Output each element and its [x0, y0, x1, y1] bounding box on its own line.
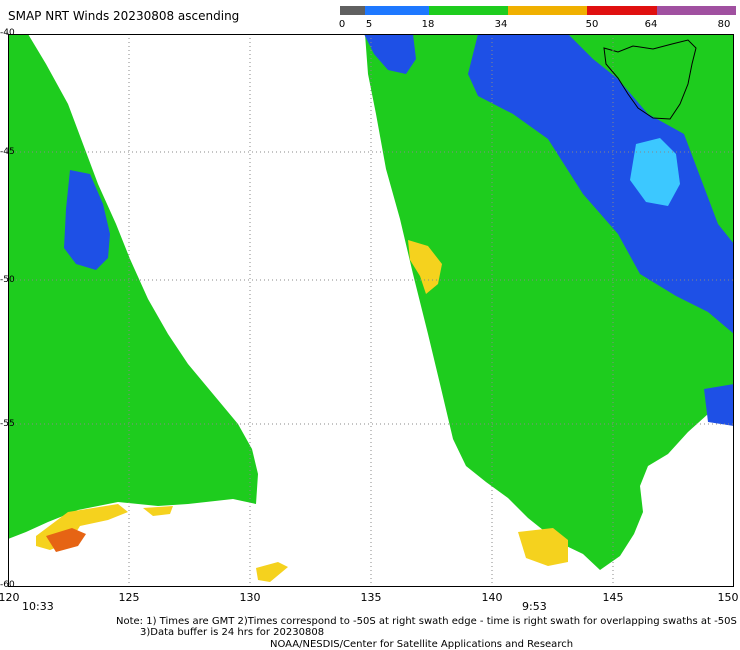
lat-label-40: -40 — [0, 28, 15, 38]
colorbar-segment-5 — [656, 6, 736, 15]
right-swath-gale-wind-2 — [518, 528, 568, 566]
left-swath — [8, 34, 258, 552]
lat-label-55: -55 — [0, 419, 15, 429]
lat-label-50: -50 — [0, 275, 15, 285]
right-swath-moderate-wind-2 — [364, 34, 416, 74]
colorbar-segment-4 — [587, 6, 657, 15]
lon-label-130: 130 — [239, 591, 261, 604]
colorbar-label-18: 18 — [421, 19, 435, 30]
right-swath-light-wind — [630, 138, 680, 206]
right-swath-moderate-wind — [468, 34, 734, 334]
note-line-2: 3)Data buffer is 24 hrs for 20230808 — [140, 627, 325, 638]
colorbar-label-5: 5 — [365, 19, 373, 30]
right-swath-moderate-wind-3 — [704, 384, 734, 426]
right-swath — [364, 34, 734, 570]
wind-map — [8, 34, 734, 587]
lat-label-60: -60 — [0, 580, 15, 590]
left-swath-wind-field — [8, 34, 258, 539]
colorbar-gradient — [340, 6, 736, 15]
map-frame — [8, 34, 734, 587]
lon-label-150: 150 — [717, 591, 739, 604]
lat-label-45: -45 — [0, 147, 15, 157]
wind-speed-colorbar: 0 5 18 34 50 64 80 — [338, 6, 736, 32]
colorbar-label-64: 64 — [644, 19, 658, 30]
colorbar-label-50: 50 — [585, 19, 599, 30]
note-line-1: Note: 1) Times are GMT 2)Times correspon… — [116, 616, 737, 627]
lon-label-145: 145 — [602, 591, 624, 604]
wind-map-svg — [8, 34, 734, 587]
swath-time-left: 10:33 — [22, 600, 54, 613]
swath-time-right: 9:53 — [522, 600, 547, 613]
colorbar-label-34: 34 — [494, 19, 508, 30]
lon-label-125: 125 — [118, 591, 140, 604]
note-line-3: NOAA/NESDIS/Center for Satellite Applica… — [270, 639, 574, 650]
lon-label-120: 120 — [0, 591, 20, 604]
colorbar-segment-1 — [364, 6, 430, 15]
left-swath-storm-wind — [46, 528, 86, 552]
right-swath-gale-wind-1 — [408, 240, 442, 294]
colorbar-label-80: 80 — [717, 19, 731, 30]
isolated-gale-patch — [256, 562, 288, 582]
map-grid — [8, 34, 734, 587]
colorbar-label-0: 0 — [338, 19, 346, 30]
lon-label-135: 135 — [360, 591, 382, 604]
colorbar-segment-0 — [340, 6, 365, 15]
tasmania-coastline — [603, 39, 697, 120]
left-swath-gale-wind-2 — [143, 506, 173, 516]
left-swath-moderate-wind — [64, 170, 110, 270]
lon-label-140: 140 — [481, 591, 503, 604]
map-title: SMAP NRT Winds 20230808 ascending — [8, 9, 240, 23]
colorbar-segment-3 — [508, 6, 588, 15]
colorbar-segment-2 — [429, 6, 509, 15]
